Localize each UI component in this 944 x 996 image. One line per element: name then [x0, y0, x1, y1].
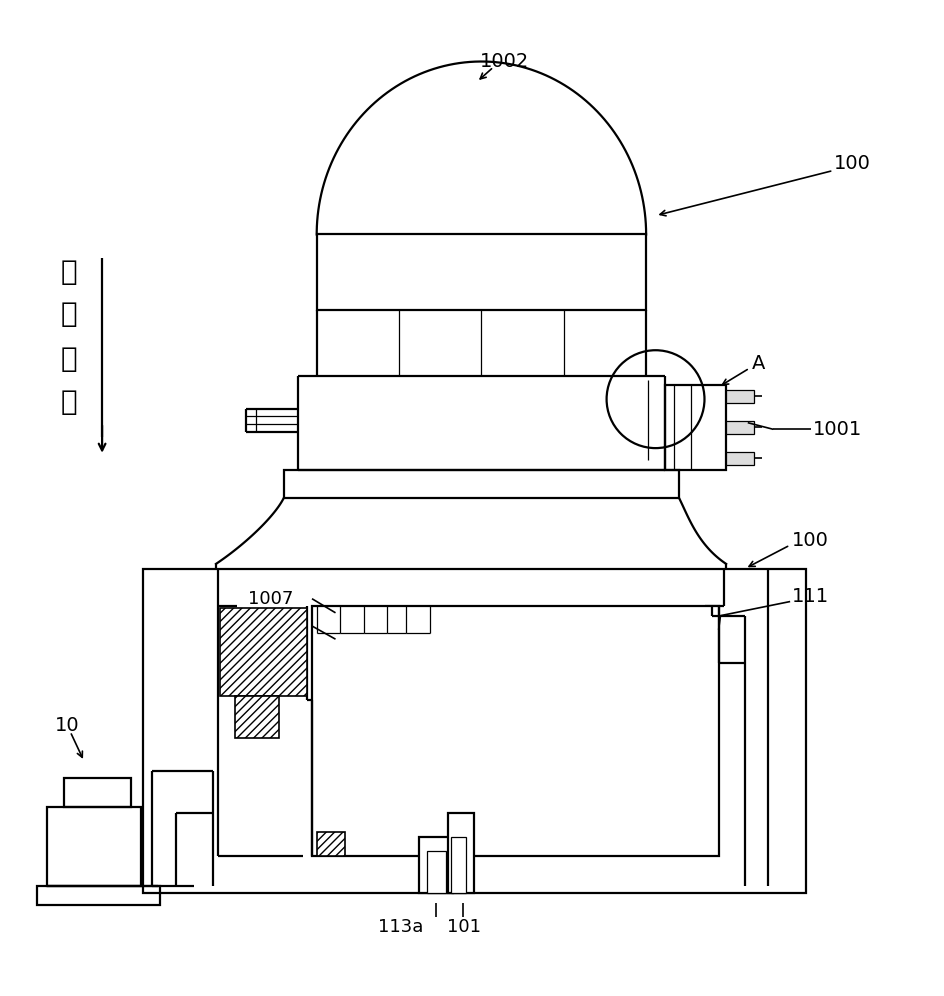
Bar	[37, 885, 160, 904]
Bar	[665, 385, 726, 470]
Text: 10: 10	[55, 716, 79, 735]
Bar	[312, 607, 718, 856]
Text: 安: 安	[60, 258, 77, 286]
Bar	[726, 452, 754, 465]
Text: 101: 101	[447, 918, 481, 936]
Bar	[46, 807, 141, 885]
Bar	[63, 779, 131, 807]
Bar	[316, 832, 345, 856]
Bar	[284, 470, 679, 498]
Text: 1007: 1007	[248, 590, 294, 608]
Bar	[726, 389, 754, 403]
Bar	[419, 837, 453, 893]
Text: A: A	[751, 354, 765, 373]
Text: 向: 向	[60, 388, 77, 416]
Text: 111: 111	[792, 588, 829, 607]
Bar	[726, 421, 754, 434]
Bar	[316, 234, 646, 310]
Text: 100: 100	[834, 154, 871, 173]
Text: 1002: 1002	[480, 52, 530, 71]
Bar	[235, 695, 279, 738]
Bar	[451, 837, 466, 893]
Text: 100: 100	[792, 531, 829, 550]
Bar	[447, 814, 474, 893]
Text: 装: 装	[60, 301, 77, 329]
Text: 1001: 1001	[813, 419, 862, 439]
Bar	[220, 609, 308, 695]
Bar	[427, 851, 446, 893]
Text: 113b: 113b	[233, 617, 278, 635]
Text: 113a: 113a	[378, 918, 423, 936]
Text: 方: 方	[60, 345, 77, 373]
Bar	[143, 569, 806, 893]
